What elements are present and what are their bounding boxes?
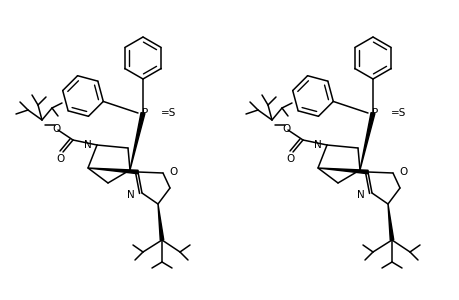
Text: O: O [282, 124, 291, 134]
Text: O: O [57, 154, 65, 164]
Text: O: O [286, 154, 295, 164]
Text: =S: =S [390, 108, 405, 118]
Text: O: O [398, 167, 406, 177]
Polygon shape [359, 112, 374, 170]
Polygon shape [157, 204, 163, 240]
Text: N: N [84, 140, 92, 150]
Text: P: P [141, 108, 148, 118]
Text: P: P [371, 108, 377, 118]
Text: O: O [53, 124, 61, 134]
Text: N: N [313, 140, 321, 150]
Polygon shape [130, 112, 145, 170]
Polygon shape [387, 204, 393, 240]
Text: N: N [127, 190, 134, 200]
Text: N: N [357, 190, 364, 200]
Text: O: O [168, 167, 177, 177]
Polygon shape [88, 168, 138, 174]
Text: =S: =S [161, 108, 176, 118]
Polygon shape [317, 168, 367, 174]
